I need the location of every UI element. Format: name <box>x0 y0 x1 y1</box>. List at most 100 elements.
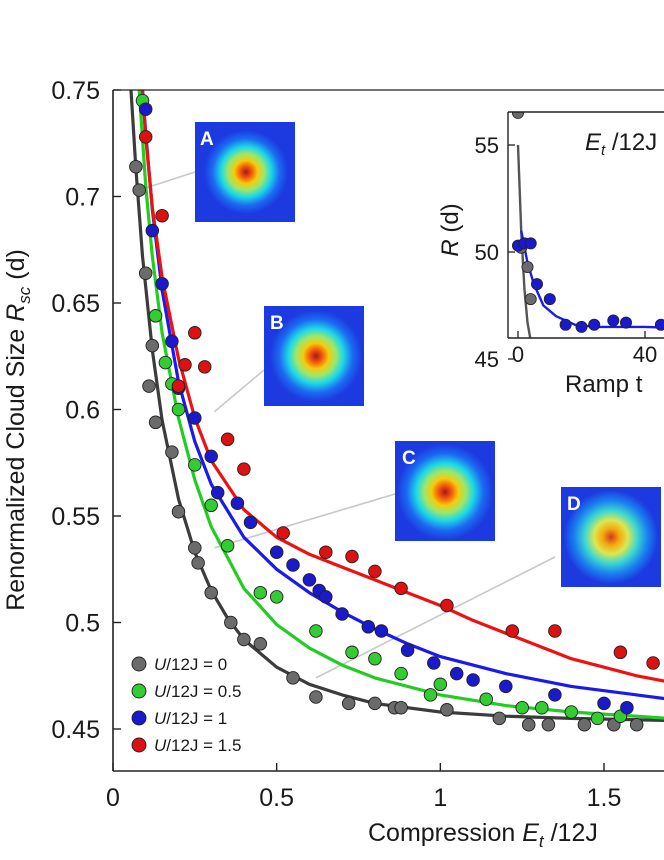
absorption-image-c: C <box>395 441 495 541</box>
data-point <box>237 462 251 476</box>
data-point <box>499 679 513 694</box>
legend-label: U/12J = 1 <box>154 709 227 728</box>
inset-y-ticks: 45 50 55 <box>475 133 515 372</box>
data-point <box>155 208 169 223</box>
data-point <box>178 358 192 372</box>
data-point <box>138 130 153 144</box>
data-point <box>276 526 290 540</box>
data-point <box>302 573 317 587</box>
data-point <box>197 360 212 374</box>
legend-swatch <box>131 683 147 699</box>
data-point <box>368 564 382 579</box>
data-point <box>368 696 382 711</box>
data-point <box>319 590 333 604</box>
inset-data-point <box>620 316 633 329</box>
x-ticks: 0 0.5 1 1.5 <box>106 763 621 812</box>
data-point <box>188 411 202 425</box>
data-point <box>132 183 146 197</box>
y-tick-label: 0.55 <box>51 503 100 531</box>
data-point <box>449 666 464 681</box>
x-axis-label: Compression Et /12J <box>368 819 598 851</box>
inset-data-point <box>524 237 537 250</box>
image-letter-c: C <box>402 448 416 469</box>
inset-title-var: E <box>585 129 602 156</box>
data-point <box>374 624 389 638</box>
inset-data-point <box>588 318 601 331</box>
inset-x-label: Ramp t <box>565 371 643 398</box>
data-point <box>148 415 163 430</box>
inset-plot: 0 40 45 50 55 Et /12J R (d) Ramp t <box>437 111 664 412</box>
data-point <box>204 585 218 600</box>
inset-data-point <box>639 401 650 412</box>
inset-data-point <box>531 381 542 392</box>
inset-y-tick-label: 45 <box>475 347 499 372</box>
data-point <box>269 590 284 604</box>
inset-y-label-suffix: (d) <box>437 203 464 239</box>
y-axis-label-prefix: Renormalized Cloud Size <box>2 322 30 611</box>
inset-title: Et /12J <box>585 129 657 159</box>
image-letter-b: B <box>270 313 284 334</box>
data-point <box>188 541 202 555</box>
inset-connector-line <box>213 369 265 413</box>
data-point <box>243 515 258 530</box>
image-letter-d: D <box>567 494 581 515</box>
x-axis-label-sub: t <box>539 832 545 851</box>
y-axis-label-sub: sc <box>15 286 34 304</box>
x-axis-label-var: E <box>522 819 539 847</box>
data-point <box>620 700 634 715</box>
inset-data-point <box>582 398 593 409</box>
inset-fit-curve <box>516 144 532 338</box>
inset-data-point <box>575 320 588 333</box>
data-point <box>145 223 160 238</box>
inset-data-point <box>543 293 556 306</box>
data-point <box>188 326 202 340</box>
data-point <box>394 581 408 596</box>
inset-data-point <box>544 383 555 394</box>
data-point <box>433 677 448 692</box>
data-point <box>335 607 349 621</box>
data-point <box>345 549 359 564</box>
data-point <box>286 671 300 685</box>
data-point <box>319 545 333 559</box>
y-tick-label: 0.6 <box>65 397 100 425</box>
data-point <box>224 615 238 630</box>
data-point <box>548 688 562 702</box>
data-point <box>165 334 179 349</box>
data-point <box>427 656 441 670</box>
y-axis-label-var: R <box>2 304 30 322</box>
data-point <box>492 711 507 726</box>
data-point <box>423 688 438 702</box>
data-point <box>165 445 179 459</box>
x-tick-label: 1 <box>433 784 447 812</box>
inset-title-suffix: /12J <box>605 129 657 156</box>
data-point <box>505 624 520 638</box>
main-plot: 0 0.5 1 1.5 0.45 0.5 0.55 0.6 0.65 0.7 0.75 Compr… <box>2 77 664 851</box>
data-point <box>204 498 218 513</box>
data-point <box>521 717 536 732</box>
inset-data-point <box>512 112 524 119</box>
data-point <box>204 449 218 464</box>
data-point <box>345 645 359 660</box>
data-point <box>171 379 186 393</box>
data-point <box>394 666 408 681</box>
data-point <box>188 458 202 472</box>
data-point <box>138 102 153 116</box>
data-point <box>646 656 660 670</box>
legend-swatch <box>131 656 147 672</box>
inset-data-point <box>531 278 544 291</box>
absorption-image-a: A <box>195 122 295 222</box>
legend-swatch <box>131 737 147 753</box>
absorption-image-insets: A B C D <box>195 122 661 587</box>
inset-data-point <box>654 318 664 331</box>
inset-data-point <box>551 388 562 399</box>
data-point <box>171 402 186 417</box>
data-point <box>171 504 186 519</box>
data-point <box>613 645 628 660</box>
y-tick-label: 0.45 <box>51 716 100 744</box>
x-tick-label: 0.5 <box>259 784 294 812</box>
data-point <box>142 379 156 393</box>
y-tick-label: 0.75 <box>51 77 100 105</box>
x-axis-label-prefix: Compression <box>368 819 522 847</box>
data-point <box>515 700 529 715</box>
